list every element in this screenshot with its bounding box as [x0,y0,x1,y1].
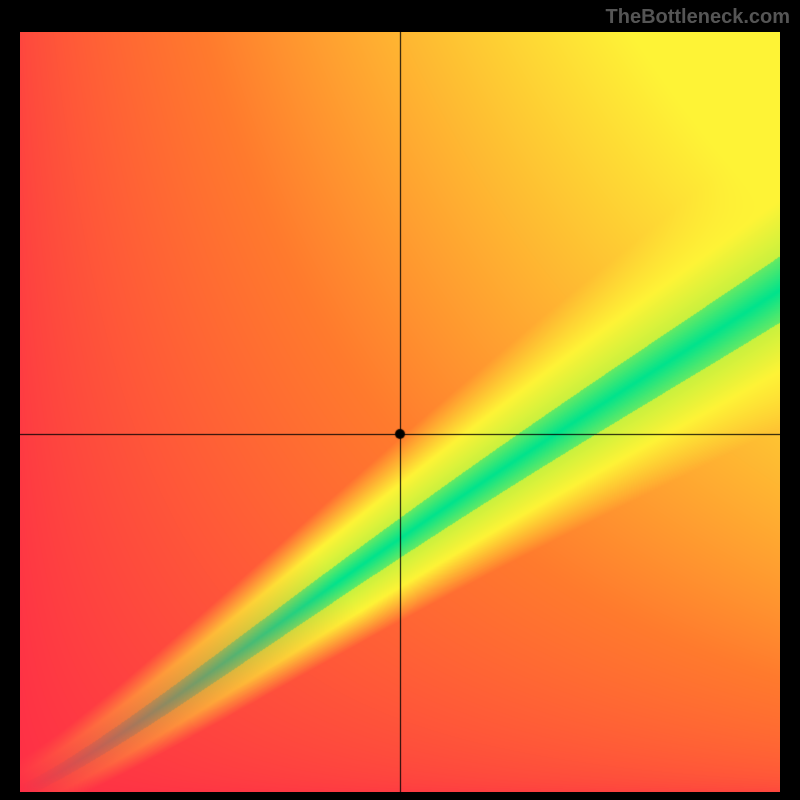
plot-frame [20,32,780,792]
heatmap-canvas [20,32,780,792]
watermark-text: TheBottleneck.com [606,6,790,29]
chart-container: TheBottleneck.com [0,0,800,800]
